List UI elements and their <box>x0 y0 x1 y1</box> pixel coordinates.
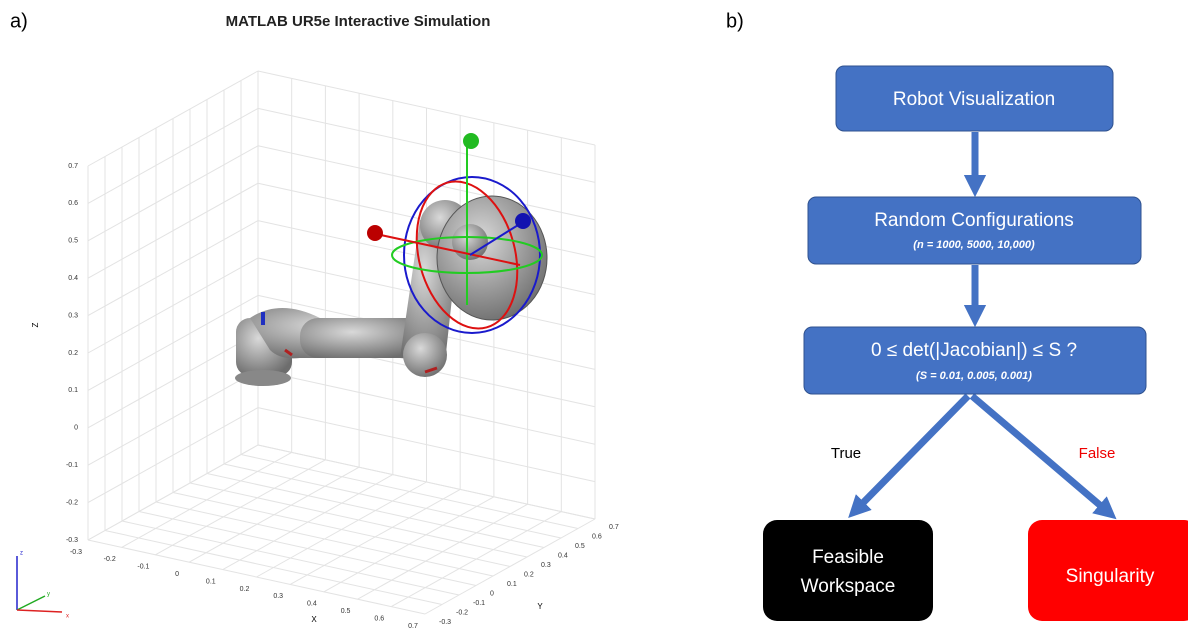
y-tick-label: -0.1 <box>473 600 485 607</box>
y-tick-label: 0 <box>490 590 494 597</box>
x-tick-label: -0.3 <box>70 549 82 556</box>
y-tick-label: 0.3 <box>541 562 551 569</box>
edge-label: False <box>1079 445 1116 462</box>
node-title: 0 ≤ det(|Jacobian|) ≤ S ? <box>871 340 1077 361</box>
plot-title: MATLAB UR5e Interactive Simulation <box>226 13 491 30</box>
panel-label: a) <box>10 10 28 32</box>
z-tick-label: 0.5 <box>68 238 78 245</box>
node-title: Singularity <box>1066 566 1155 587</box>
x-tick-label: 0.1 <box>206 578 216 585</box>
panel-label: b) <box>726 10 744 32</box>
z-tick-label: 0.3 <box>68 312 78 319</box>
x-tick-label: 0.6 <box>374 615 384 622</box>
z-tick-label: -0.3 <box>66 537 78 544</box>
node-title: Feasible <box>812 547 884 568</box>
x-tick-label: 0.3 <box>273 593 283 600</box>
x-tick-label: 0.5 <box>341 608 351 615</box>
edge-label: True <box>831 445 861 462</box>
x-tick-label: 0.2 <box>240 586 250 593</box>
z-tick-label: 0.6 <box>68 200 78 207</box>
y-tick-label: -0.3 <box>439 619 451 626</box>
x-tick-label: 0 <box>175 571 179 578</box>
axis-triad: z y x <box>17 551 69 620</box>
node-subtitle: (n = 1000, 5000, 10,000) <box>913 239 1035 251</box>
y-tick-label: 0.2 <box>524 571 534 578</box>
y-tick-label: 0.5 <box>575 543 585 550</box>
y-tick-label: 0.6 <box>592 533 602 540</box>
y-tick-label: -0.2 <box>456 609 468 616</box>
z-tick-label: 0.1 <box>68 387 78 394</box>
node-title: Robot Visualization <box>893 89 1055 110</box>
triad-label: x <box>66 614 69 620</box>
figure: a) MATLAB UR5e Interactive Simulation 0.… <box>0 0 1188 629</box>
node-title: Workspace <box>801 576 896 597</box>
z-tick-label: 0.7 <box>68 163 78 170</box>
x-axis-label: X <box>311 615 317 624</box>
x-tick-label: -0.1 <box>137 564 149 571</box>
triad-label: y <box>47 592 50 598</box>
y-tick-label: 0.1 <box>507 581 517 588</box>
z-tick-label: 0 <box>74 425 78 432</box>
triad-label: z <box>20 551 23 557</box>
z-tick-label: -0.2 <box>66 499 78 506</box>
y-tick-label: 0.7 <box>609 524 619 531</box>
y-tick-label: 0.4 <box>558 552 568 559</box>
node-subtitle: (S = 0.01, 0.005, 0.001) <box>916 370 1032 382</box>
z-tick-label: -0.1 <box>66 462 78 469</box>
x-tick-label: 0.4 <box>307 601 317 608</box>
arrow <box>856 396 968 510</box>
node-title: Random Configurations <box>874 210 1074 231</box>
robot <box>235 196 547 386</box>
z-tick-label: 0.4 <box>68 275 78 282</box>
z-axis-label: Z <box>31 322 40 327</box>
node <box>763 520 933 621</box>
x-tick-label: -0.2 <box>104 556 116 563</box>
y-axis-label: Y <box>537 602 543 611</box>
z-tick-label: 0.2 <box>68 350 78 357</box>
x-tick-label: 0.7 <box>408 623 418 629</box>
